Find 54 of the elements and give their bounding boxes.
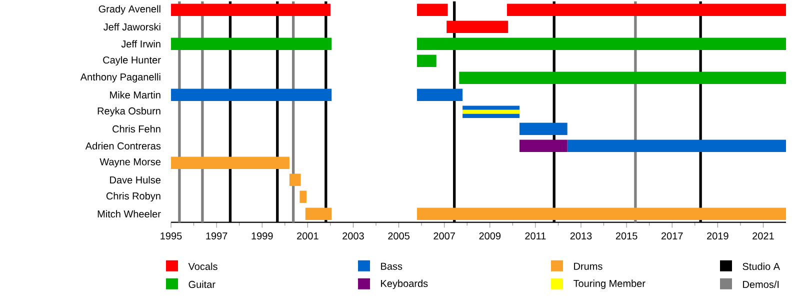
bar (520, 140, 568, 152)
bar (446, 20, 508, 33)
x-tick-label: 2021 (752, 232, 774, 240)
legend-label: Touring Member (573, 280, 646, 289)
x-tick-label: 2001 (297, 232, 318, 240)
x-tick-label: 2019 (707, 232, 728, 240)
legend-label: Keyboards (381, 280, 428, 289)
legend-label: Demos/I (743, 280, 779, 288)
bar (520, 122, 568, 135)
x-tick-label: 2011 (525, 232, 546, 240)
x-tick-label: 2005 (388, 232, 410, 240)
x-tick-label: 2007 (434, 232, 455, 240)
x-tick-label: 2013 (570, 232, 592, 240)
y-tick-label: Adrien Contreras (85, 142, 161, 150)
bar (417, 54, 436, 67)
y-tick-label: Mike Martin (110, 91, 160, 98)
x-tick-label: 2015 (616, 232, 638, 240)
bar (417, 38, 786, 50)
y-tick-label: Cayle Hunter (103, 56, 161, 66)
x-tick-label: 2003 (342, 232, 364, 240)
legend-label: Vocals (188, 262, 218, 270)
y-tick-label: Dave Hulse (110, 176, 161, 184)
bar (506, 4, 786, 16)
y-tick-label: Grady Avenell (98, 5, 160, 14)
bar (417, 208, 786, 220)
bar (567, 140, 786, 152)
bar (417, 4, 448, 16)
bar (462, 110, 520, 114)
x-tick-label: 2009 (479, 232, 501, 240)
legend-label: Studio A (742, 262, 780, 270)
legend-label: Guitar (188, 280, 216, 288)
y-tick-label: Wayne Morse (100, 158, 161, 168)
bar (417, 88, 463, 101)
x-tick-label: 2017 (661, 232, 683, 240)
y-tick-label: Mitch Wheeler (98, 210, 161, 218)
y-tick-label: Jeff Jaworski (104, 23, 160, 30)
bar (171, 156, 290, 169)
y-tick-label: Anthony Paganelli (80, 73, 160, 82)
bar (171, 38, 332, 50)
y-tick-label: Jeff Irwin (121, 40, 160, 48)
bar (305, 208, 332, 220)
y-tick-label: Chris Robyn (106, 192, 160, 202)
y-tick-label: Chris Fehn (112, 125, 160, 132)
x-tick-label: 1997 (206, 232, 228, 240)
bar (289, 174, 301, 186)
y-tick-label: Reyka Osburn (98, 107, 160, 116)
bar (171, 88, 332, 101)
legend-label: Drums (574, 262, 602, 270)
legend-label: Bass (381, 262, 402, 270)
x-tick-label: 1995 (160, 232, 182, 240)
bar (459, 72, 786, 84)
bar (171, 4, 330, 16)
bar (300, 190, 307, 203)
x-tick-label: 1999 (252, 232, 273, 240)
